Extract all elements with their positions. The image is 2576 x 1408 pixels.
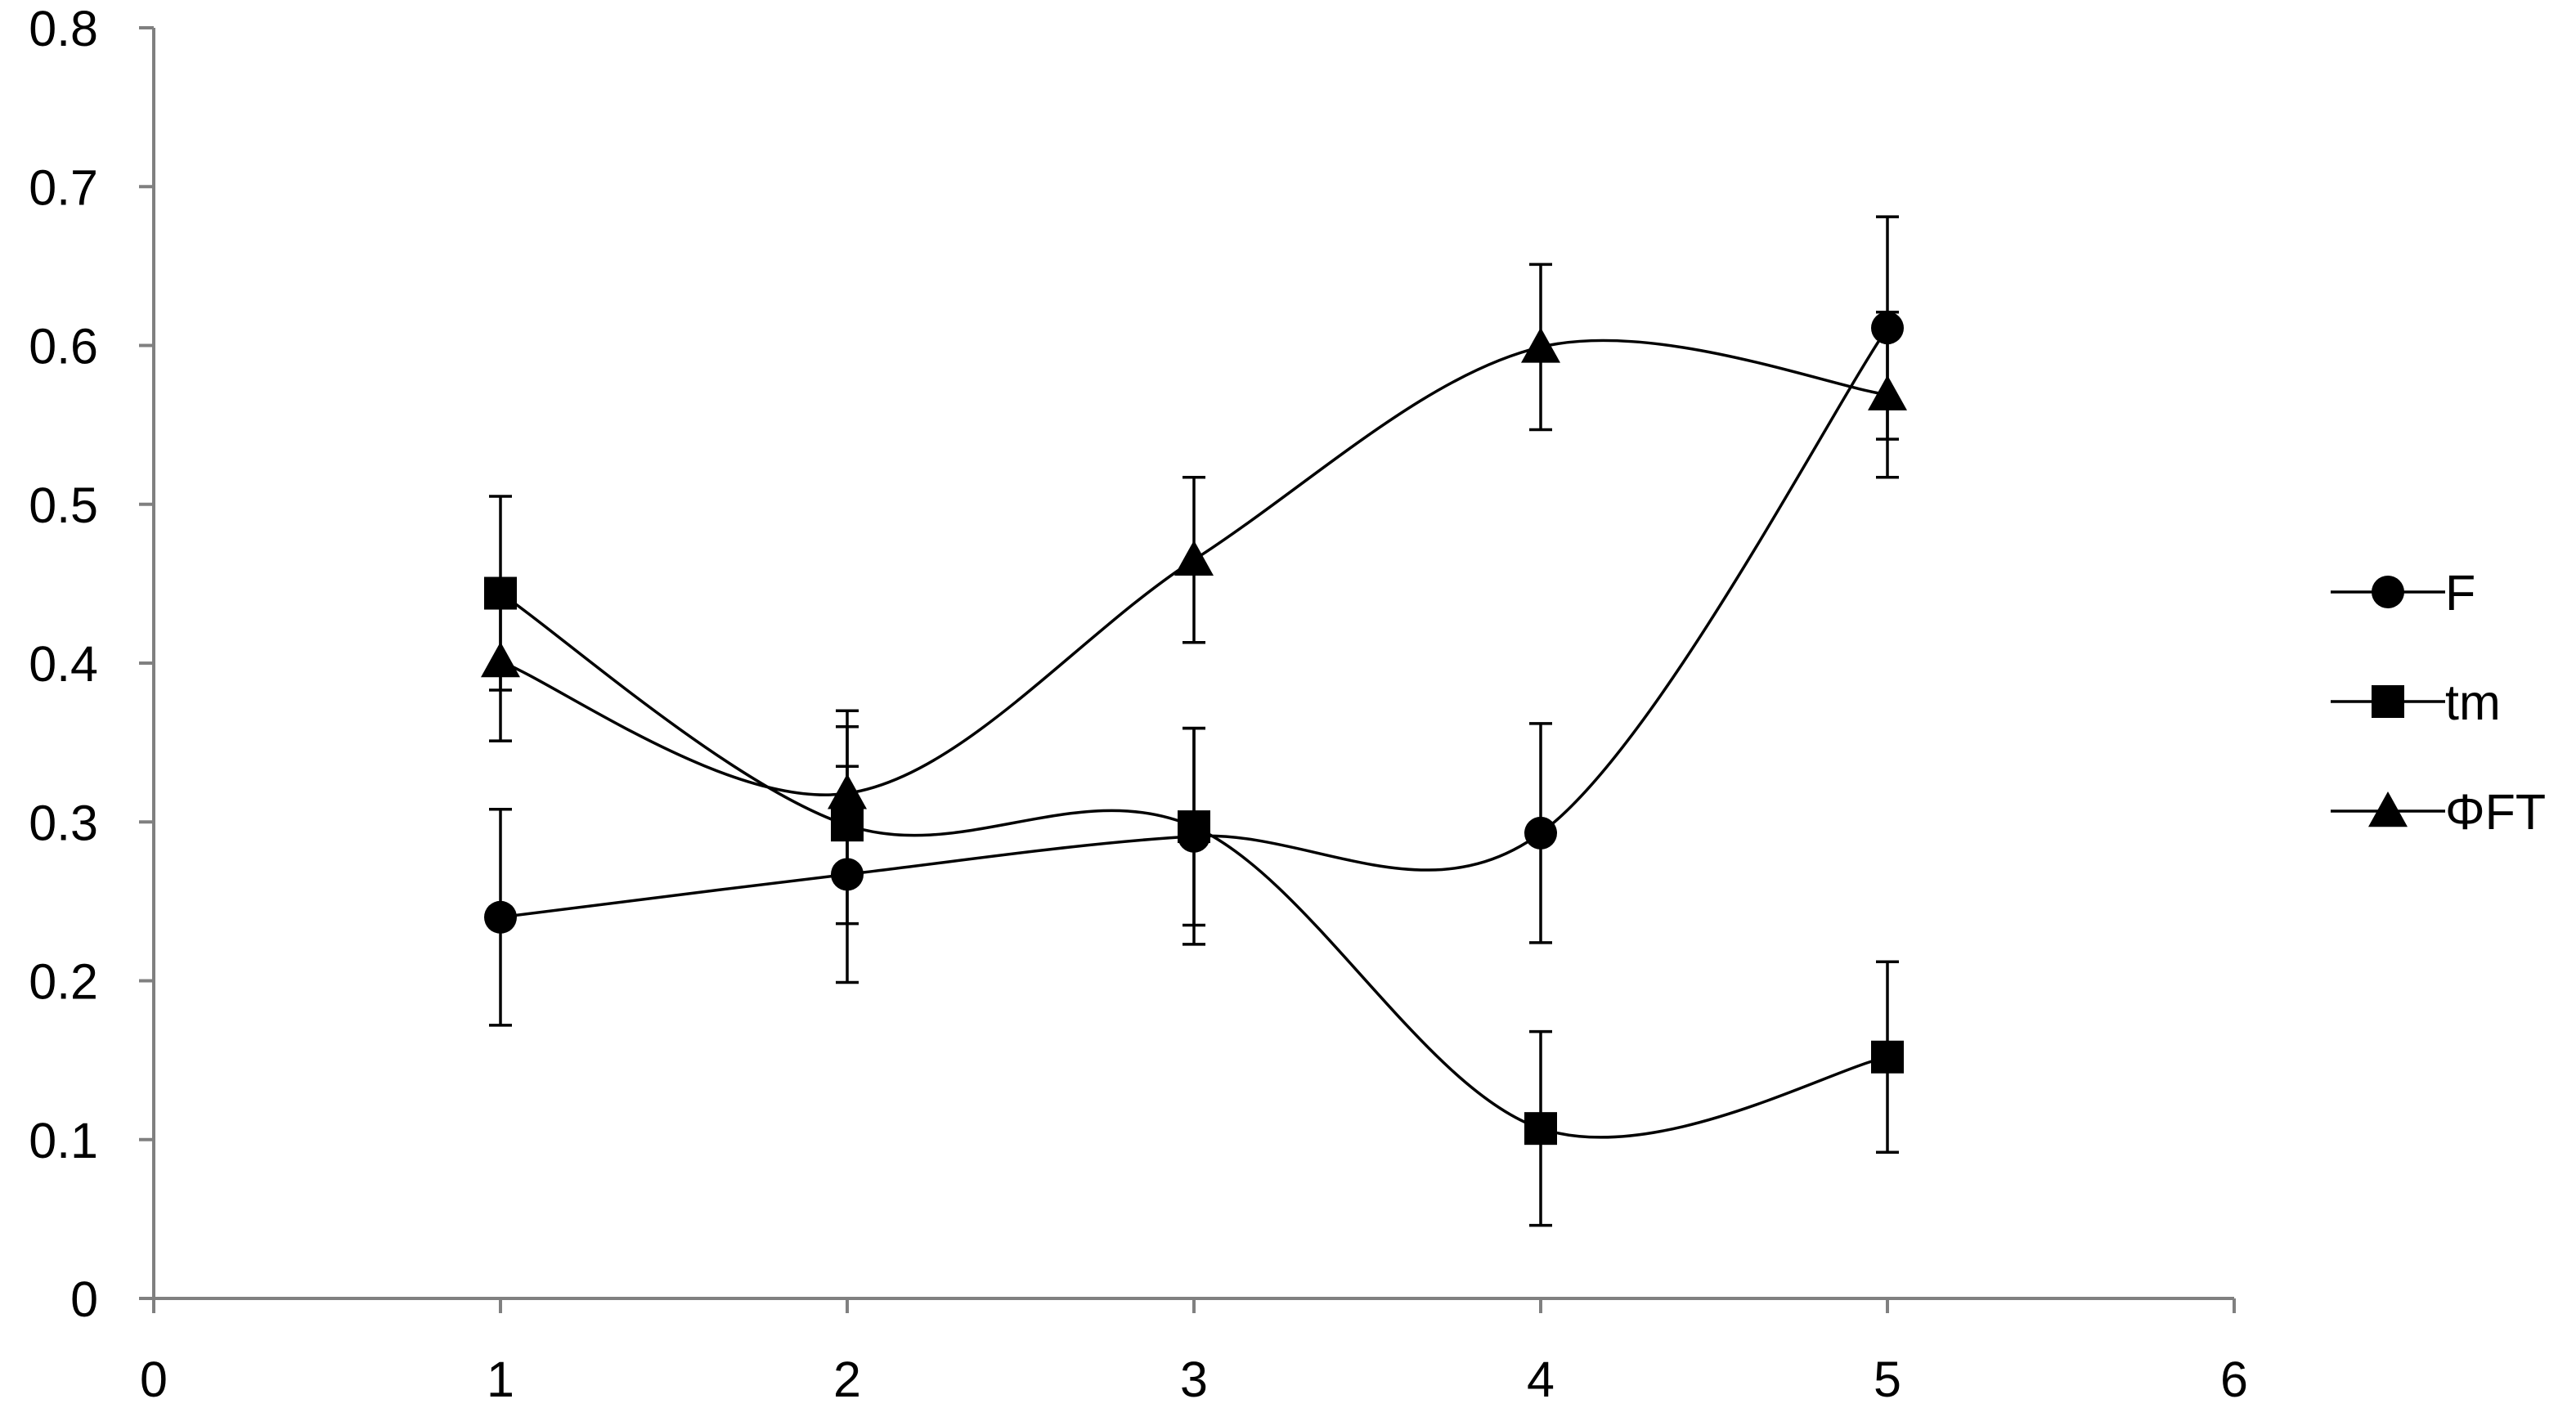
legend-label: ΦFT: [2445, 784, 2546, 840]
legend-entry: tm: [2331, 675, 2501, 730]
series-line: [500, 327, 1889, 919]
legend-marker-circle-icon: [2372, 576, 2404, 608]
data-point: [828, 774, 867, 809]
y-tick-label: 0.7: [29, 159, 98, 215]
data-point: [1524, 1112, 1557, 1146]
data-point: [1871, 1040, 1904, 1074]
y-tick-label: 0.6: [29, 319, 98, 374]
legend-entry: F: [2331, 565, 2475, 621]
data-point: [1521, 327, 1560, 363]
y-tick-label: 0.2: [29, 954, 98, 1010]
x-tick-label: 2: [833, 1352, 861, 1407]
legend-label: F: [2445, 565, 2475, 621]
legend-marker-triangle-icon: [2368, 791, 2408, 827]
series-ft: [481, 262, 1907, 878]
y-tick-label: 0.5: [29, 478, 98, 533]
x-tick-label: 1: [487, 1352, 514, 1407]
data-point: [484, 900, 517, 934]
axes: 0 1 2 3 4 5 6 0 0.1 0.2 0.3 0.4 0.5 0.6 0.7 0.8: [29, 1, 2248, 1407]
legend: Ftm ΦFT: [2331, 565, 2546, 840]
data-point: [1868, 374, 1907, 410]
data-point: [1178, 810, 1210, 844]
x-tick-label: 5: [1874, 1352, 1901, 1407]
data-point: [1174, 540, 1214, 576]
x-tick-label: 3: [1180, 1352, 1208, 1407]
y-tick-label: 0.4: [29, 636, 98, 692]
y-tick-label: 0.1: [29, 1113, 98, 1168]
data-point: [1524, 816, 1557, 850]
legend-marker-square-icon: [2372, 685, 2404, 718]
x-tick-label: 4: [1527, 1352, 1555, 1407]
y-tick-label: 0: [70, 1271, 98, 1327]
y-tick-label: 0.8: [29, 1, 98, 56]
legend-entry: ΦFT: [2331, 784, 2546, 840]
legend-label: tm: [2445, 675, 2501, 730]
y-tick-label: 0.3: [29, 795, 98, 850]
plot-area: [481, 215, 1907, 1227]
x-tick-label: 6: [2220, 1352, 2248, 1407]
x-tick-label: 0: [140, 1352, 168, 1407]
data-point: [481, 642, 520, 678]
